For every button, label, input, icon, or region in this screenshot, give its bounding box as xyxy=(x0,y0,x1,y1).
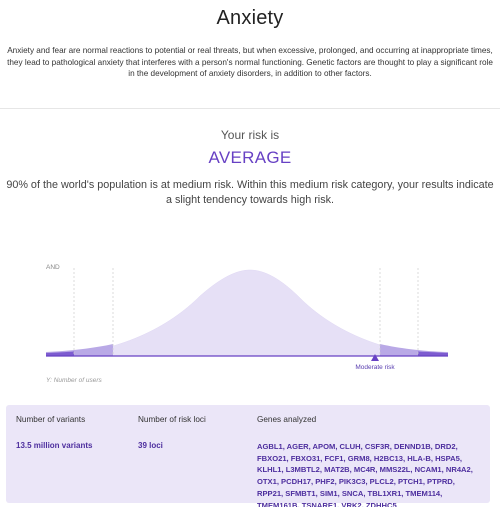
risk-distribution-chart: AND Moderate risk Y: Number of users xyxy=(45,264,449,384)
genetics-summary-table: Number of variants Number of risk loci G… xyxy=(6,405,490,507)
header-loci: Number of risk loci xyxy=(138,415,206,424)
y-axis-label: AND xyxy=(46,264,60,271)
intro-paragraph: Anxiety and fear are normal reactions to… xyxy=(7,46,493,78)
left-tail-edge xyxy=(46,351,74,356)
x-axis-label: Y: Number of users xyxy=(46,377,103,384)
value-loci: 39 loci xyxy=(138,441,163,450)
value-variants: 13.5 million variants xyxy=(16,441,93,450)
risk-marker-icon xyxy=(371,354,379,361)
marker-label: Moderate risk xyxy=(355,364,395,371)
section-divider xyxy=(0,108,500,109)
risk-description: 90% of the world's population is at medi… xyxy=(6,179,494,206)
right-tail-edge xyxy=(418,351,448,356)
header-variants: Number of variants xyxy=(16,415,86,424)
page-title: Anxiety xyxy=(216,7,284,29)
value-genes: AGBL1, AGER, APOM, CLUH, CSF3R, DENND1B,… xyxy=(257,442,473,507)
distribution-curve xyxy=(45,269,449,357)
risk-label: Your risk is xyxy=(220,128,280,142)
risk-value: AVERAGE xyxy=(208,148,292,167)
header-genes: Genes analyzed xyxy=(257,415,317,424)
